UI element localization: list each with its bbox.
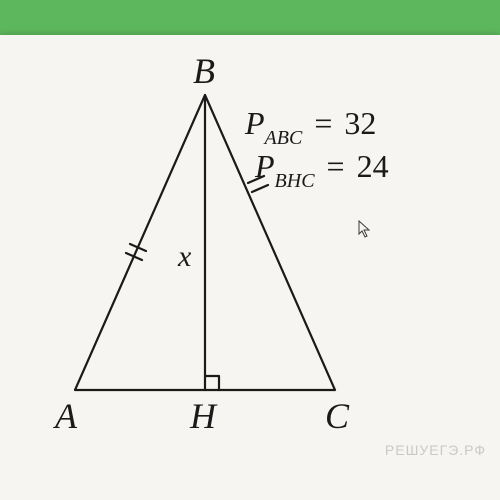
vertex-label-h: H [190, 395, 216, 437]
p-symbol: P [245, 105, 265, 141]
watermark: РЕШУЕГЭ.РФ [385, 442, 486, 458]
p-abc-value: 32 [344, 105, 376, 141]
vertex-label-c: C [325, 395, 349, 437]
vertex-label-a: A [55, 395, 77, 437]
cursor-icon [358, 220, 372, 238]
p-abc-subscript: ABC [265, 127, 303, 149]
equation-p-abc: PABC = 32 [245, 105, 376, 147]
p-bhc-value: 24 [357, 148, 389, 184]
vertex-label-b: B [193, 50, 215, 92]
p-bhc-subscript: BHC [275, 170, 315, 192]
altitude-label: x [178, 240, 191, 274]
p-symbol: P [255, 148, 275, 184]
right-angle-marker [205, 376, 219, 390]
equation-p-bhc: PBHC = 24 [255, 148, 389, 190]
